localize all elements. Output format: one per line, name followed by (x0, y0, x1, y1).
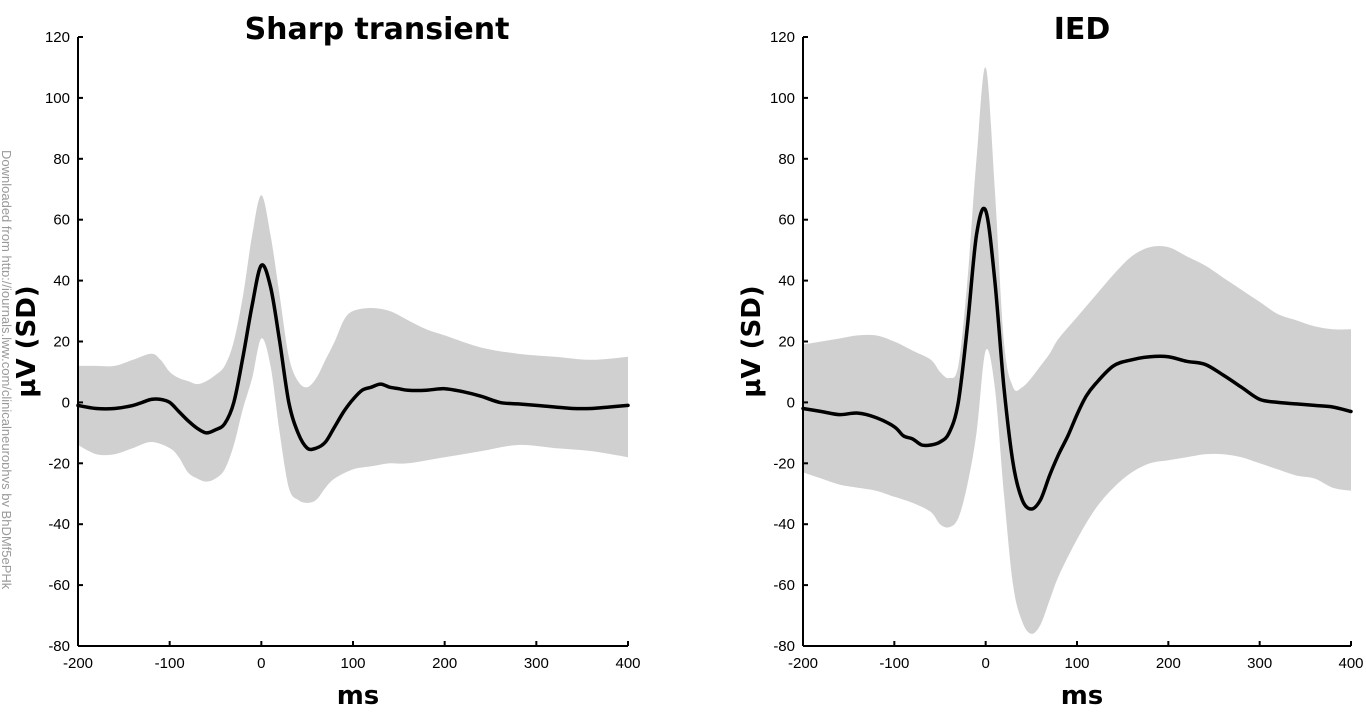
y-tick-label: 120 (45, 29, 70, 46)
y-axis-label: µV (SD) (12, 285, 42, 397)
y-tick-label: -80 (773, 638, 795, 655)
y-tick-label: -80 (48, 638, 70, 655)
y-tick-label: -60 (773, 577, 795, 594)
y-tick-label: 80 (778, 151, 795, 168)
x-tick-label: 300 (524, 655, 549, 672)
y-tick-label: 60 (53, 212, 70, 229)
y-tick-label: 120 (770, 29, 795, 46)
y-tick-label: -20 (773, 455, 795, 472)
y-tick-label: 40 (53, 273, 70, 290)
y-tick-label: 100 (45, 90, 70, 107)
x-tick-label: 100 (340, 655, 365, 672)
chart-title: IED (1054, 12, 1111, 47)
y-tick-label: 80 (53, 151, 70, 168)
x-axis-label: ms (337, 681, 380, 711)
x-tick-label: 0 (981, 655, 989, 672)
y-tick-label: -20 (48, 455, 70, 472)
x-tick-label: 0 (257, 655, 265, 672)
y-tick-label: 20 (53, 334, 70, 351)
x-tick-label: 400 (1338, 655, 1363, 672)
y-tick-label: -40 (773, 516, 795, 533)
chart-ied: -200 -100 0 100 200 300 400-80-60-40-200204060… (737, 12, 1364, 711)
y-tick-label: 40 (778, 273, 795, 290)
y-tick-label: 0 (787, 394, 795, 411)
x-tick-label: -200 (63, 655, 93, 672)
x-tick-label: 200 (1156, 655, 1181, 672)
x-axis-label: ms (1061, 681, 1104, 711)
y-tick-label: -40 (48, 516, 70, 533)
y-tick-label: 20 (778, 334, 795, 351)
mean-line (76, 263, 630, 452)
y-tick-label: 100 (770, 90, 795, 107)
sd-band (78, 195, 628, 503)
x-tick-label: 100 (1064, 655, 1089, 672)
x-tick-label: -100 (155, 655, 185, 672)
y-tick-label: 0 (62, 394, 70, 411)
x-tick-label: 300 (1247, 655, 1272, 672)
x-tick-label: -100 (879, 655, 909, 672)
y-tick-label: -60 (48, 577, 70, 594)
sd-band (803, 67, 1351, 634)
y-tick-label: 60 (778, 212, 795, 229)
y-axis-label: µV (SD) (737, 285, 767, 397)
mean-line (801, 206, 1353, 511)
x-tick-label: 400 (615, 655, 640, 672)
chart-sharp-transient: -200 -100 0 100 200 300 400-80-60-40-200204060… (12, 12, 641, 711)
x-tick-label: 200 (432, 655, 457, 672)
chart-title: Sharp transient (245, 12, 510, 47)
x-tick-label: -200 (788, 655, 818, 672)
